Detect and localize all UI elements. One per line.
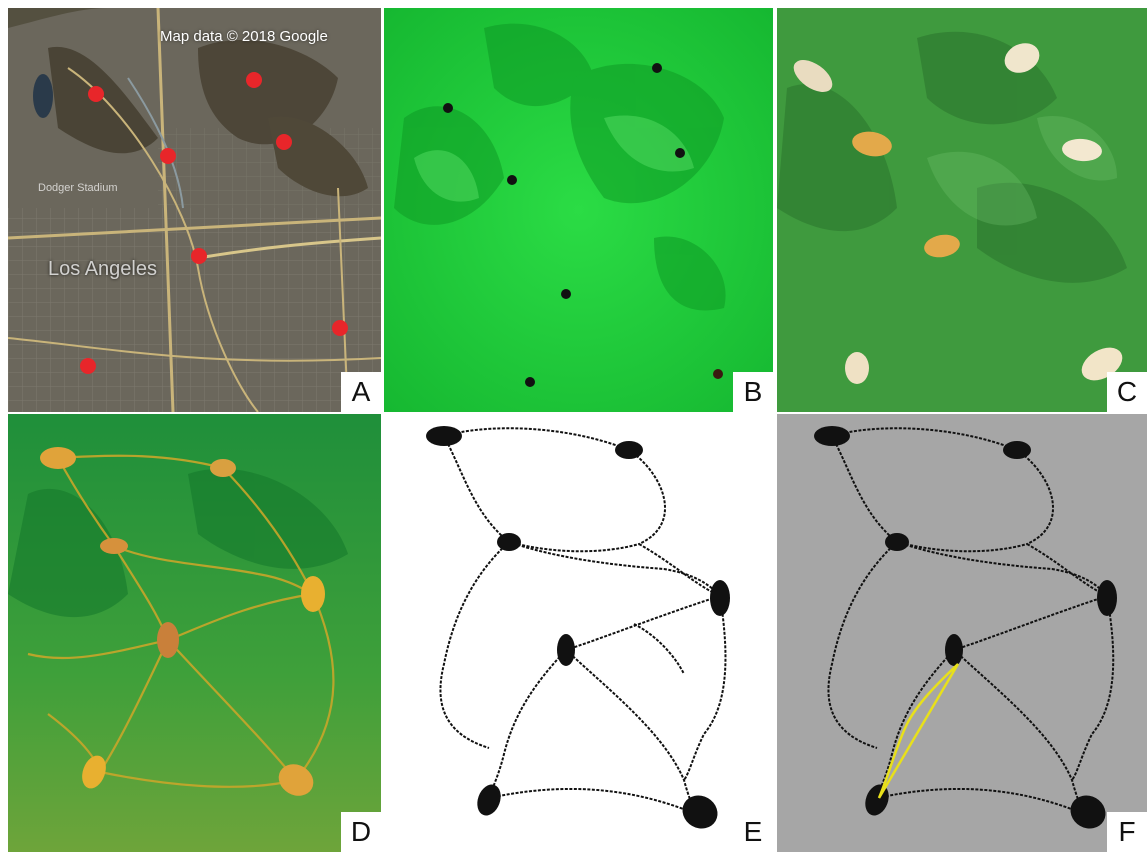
food-source — [278, 764, 314, 796]
food-source — [100, 538, 128, 554]
panel-d-slime-network: D — [8, 414, 381, 852]
map-marker — [276, 134, 292, 150]
panel-label-b: B — [733, 372, 773, 412]
network-node — [865, 784, 889, 816]
oat-flake — [1062, 138, 1102, 162]
panel-e-binarized-network: E — [384, 414, 773, 852]
network-nodes — [426, 426, 730, 829]
highlighted-path — [877, 663, 960, 799]
food-source — [40, 447, 76, 469]
terrain-point — [525, 377, 535, 387]
food-source — [210, 459, 236, 477]
map-image — [8, 8, 381, 412]
terrain-image — [384, 8, 773, 412]
oat-flakes-image — [777, 8, 1147, 412]
terrain-point — [652, 63, 662, 73]
map-markers — [80, 72, 348, 374]
oat-flake — [852, 131, 892, 157]
map-city-label: Los Angeles — [48, 258, 157, 280]
oat-flake — [924, 234, 960, 258]
panel-f-highlighted-path: F — [777, 414, 1147, 852]
map-attribution: Map data © 2018 Google — [160, 28, 328, 45]
oat-flakes — [793, 43, 1123, 384]
slime-network-image — [8, 414, 381, 852]
map-poi-label: Dodger Stadium — [38, 182, 118, 194]
panel-label-f: F — [1107, 812, 1147, 852]
oat-flake — [793, 60, 833, 92]
terrain-point — [443, 103, 453, 113]
terrain-point — [561, 289, 571, 299]
panel-label-e: E — [733, 812, 773, 852]
network-node — [1003, 441, 1031, 459]
panel-label-d: D — [341, 812, 381, 852]
oat-flake — [845, 352, 869, 384]
network-edges-f — [827, 427, 1115, 815]
food-source — [301, 576, 325, 612]
food-source — [82, 755, 106, 789]
map-marker — [246, 72, 262, 88]
network-node — [1070, 795, 1106, 829]
terrain-points — [443, 63, 723, 387]
network-node — [477, 784, 501, 816]
panel-b-terrain-points: B — [384, 8, 773, 412]
oat-flake — [1004, 43, 1040, 73]
panel-label-a: A — [341, 372, 381, 412]
highlighted-network-image — [814, 426, 1117, 829]
map-marker — [332, 320, 348, 336]
network-node — [426, 426, 462, 446]
network-node — [1097, 580, 1117, 616]
network-node — [945, 634, 963, 666]
network-node — [682, 795, 718, 829]
network-node — [885, 533, 909, 551]
food-source — [157, 622, 179, 658]
network-nodes-f — [814, 426, 1117, 829]
panel-c-oat-flakes: C — [777, 8, 1147, 412]
map-marker — [191, 248, 207, 264]
network-node — [615, 441, 643, 459]
panel-a-map: Map data © 2018 Google Dodger Stadium Lo… — [8, 8, 381, 412]
map-marker — [80, 358, 96, 374]
map-marker — [160, 148, 176, 164]
network-node — [710, 580, 730, 616]
terrain-point — [713, 369, 723, 379]
network-node — [497, 533, 521, 551]
terrain-point — [507, 175, 517, 185]
map-marker — [88, 86, 104, 102]
binarized-network-image — [426, 426, 730, 829]
network-node — [557, 634, 575, 666]
network-edges — [439, 427, 727, 815]
panel-label-c: C — [1107, 372, 1147, 412]
food-sources — [40, 447, 325, 796]
terrain-point — [675, 148, 685, 158]
network-node — [814, 426, 850, 446]
